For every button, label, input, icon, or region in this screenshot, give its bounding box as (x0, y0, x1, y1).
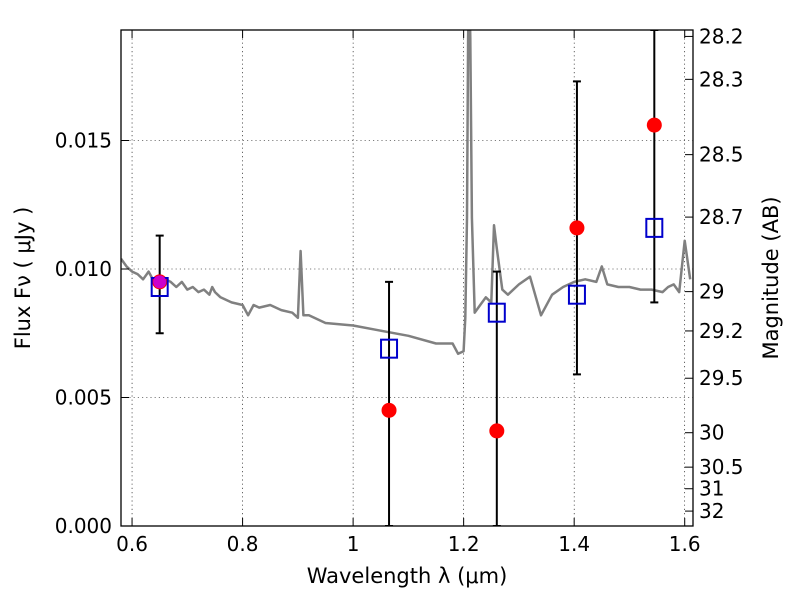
observed-point (646, 117, 662, 133)
model-sed-line (121, 30, 692, 356)
y2-axis-label: Magnitude (AB) (759, 196, 783, 359)
y-axis-label: Flux Fν ( μJy ) (11, 207, 35, 350)
axis-ticks (121, 30, 693, 527)
x-tick-label: 0.6 (116, 532, 148, 556)
y2-tick-label: 28.7 (699, 205, 744, 229)
y2-tick-label: 30.5 (699, 455, 744, 479)
x-tick-label: 1.2 (448, 532, 480, 556)
x-tick-label: 0.8 (227, 532, 259, 556)
overlap-point (153, 275, 167, 289)
y-tick-label: 0.000 (55, 514, 112, 538)
y2-tick-label: 31 (699, 477, 724, 501)
model-photometry-point (380, 338, 399, 359)
model-photometry-point (567, 284, 586, 305)
y2-tick-label: 29.2 (699, 319, 744, 343)
plot-area (121, 30, 692, 526)
y2-tick-label: 29 (699, 280, 724, 304)
y2-tick-label: 28.2 (699, 24, 744, 48)
model-photometry-point (487, 302, 506, 323)
grid-lines (121, 30, 693, 527)
y2-tick-label: 32 (699, 499, 724, 523)
x-tick-label: 1.6 (669, 532, 701, 556)
y2-tick-label: 29.5 (699, 366, 744, 390)
y2-tick-label: 30 (699, 421, 724, 445)
observed-point (569, 220, 585, 236)
x-tick-label: 1 (347, 532, 360, 556)
plot-frame (120, 29, 694, 527)
y2-tick-label: 28.5 (699, 143, 744, 167)
x-axis-label: Wavelength λ (μm) (307, 564, 508, 588)
tick-labels: 0.6 0.8 1 1.2 1.4 1.6 0.000 0.005 0.010 0.015 28.2… (55, 24, 744, 556)
y2-tick-label: 28.3 (699, 67, 744, 91)
observed-point (381, 402, 397, 418)
model-photometry-point (645, 217, 664, 238)
observed-point (489, 423, 505, 439)
y-tick-label: 0.005 (55, 386, 112, 410)
x-tick-label: 1.4 (558, 532, 590, 556)
y-tick-label: 0.015 (55, 129, 112, 153)
y-tick-label: 0.010 (55, 257, 112, 281)
